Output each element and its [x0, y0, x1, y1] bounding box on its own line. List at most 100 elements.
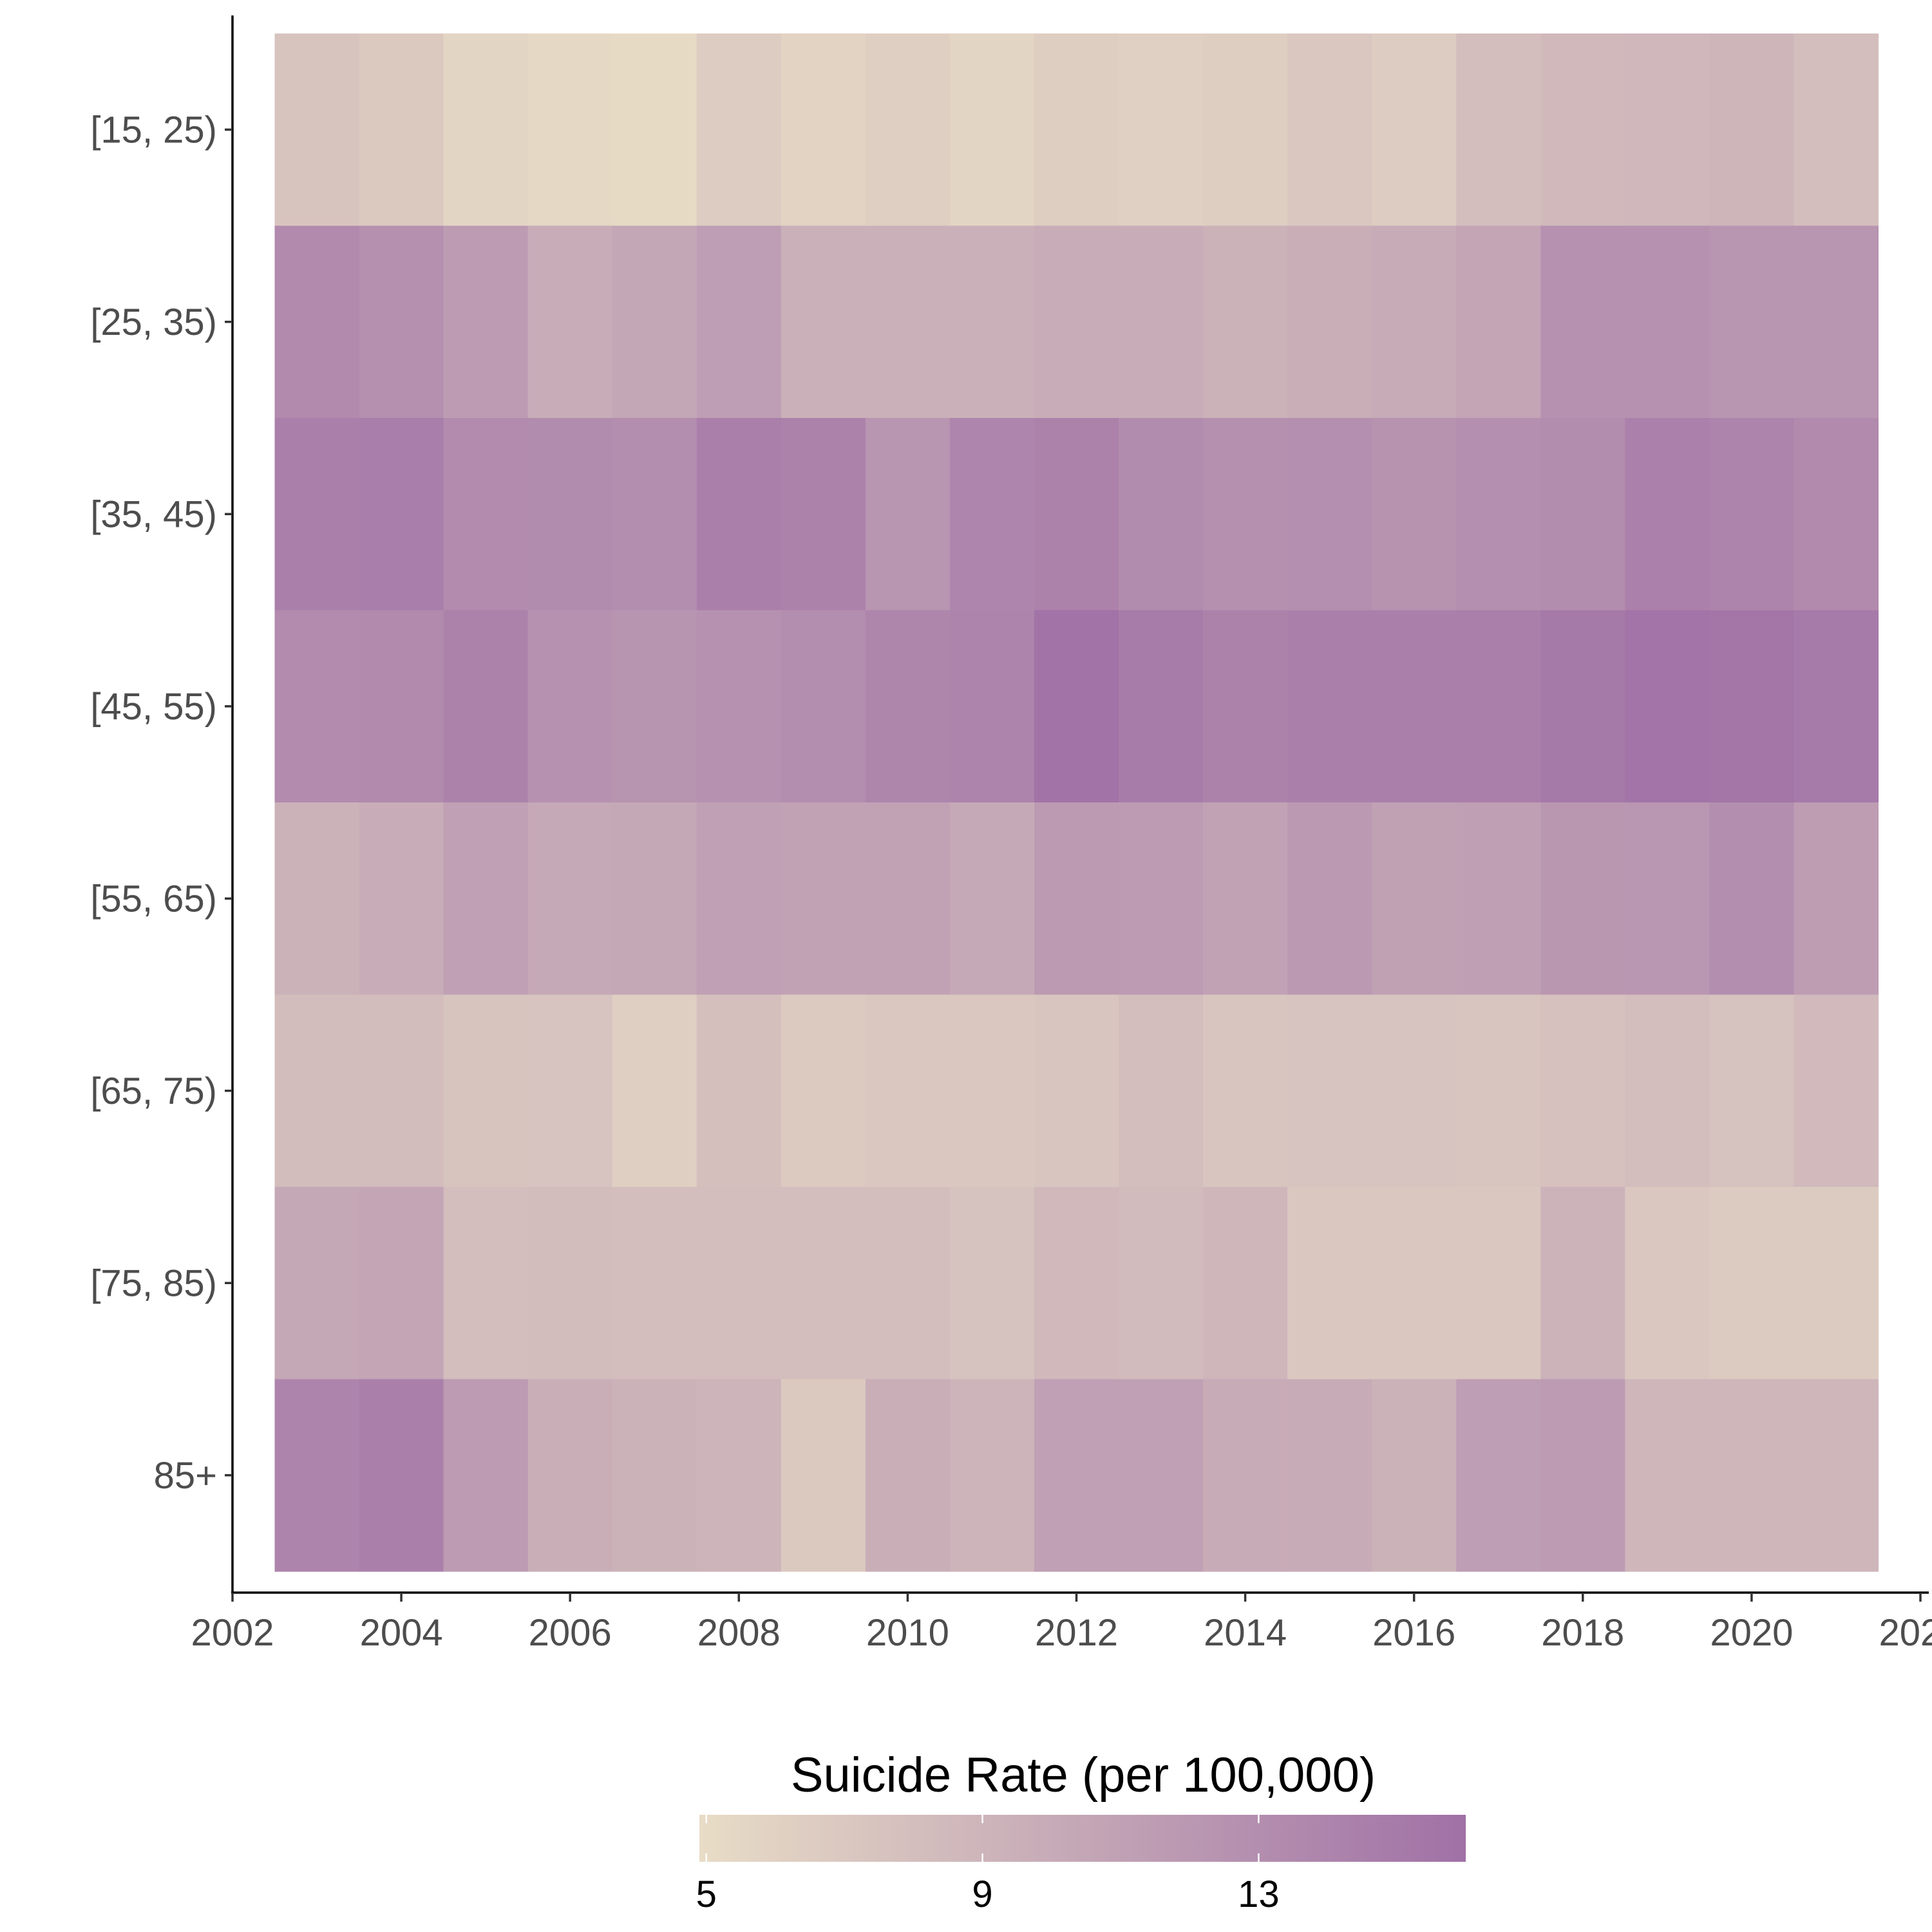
- heatmap-cell: [1287, 418, 1372, 611]
- heatmap-cell: [612, 994, 697, 1188]
- heatmap-cell: [1372, 33, 1457, 227]
- x-tick-label: 2018: [1541, 1612, 1624, 1654]
- heatmap-cell: [1540, 994, 1625, 1188]
- heatmap-cell: [696, 418, 782, 611]
- heatmap-cell: [1540, 225, 1625, 419]
- x-tick-label: 2006: [529, 1612, 612, 1654]
- x-tick-label: 2002: [191, 1612, 274, 1654]
- heatmap-cell: [274, 802, 360, 996]
- y-tick-label: [55, 65): [90, 878, 217, 920]
- heatmap-cell: [359, 33, 444, 227]
- heatmap-cell: [359, 610, 444, 803]
- heatmap-cell: [527, 418, 613, 611]
- heatmap-cell: [359, 1187, 444, 1380]
- heatmap-cell: [1794, 802, 1879, 996]
- heatmap-cell: [443, 994, 529, 1188]
- x-tick-label: 2008: [697, 1612, 781, 1654]
- heatmap-cell: [527, 1379, 613, 1572]
- heatmap-cell: [527, 1187, 613, 1380]
- heatmap-cell: [781, 225, 866, 419]
- heatmap-cell: [1709, 33, 1795, 227]
- heatmap-cell: [1456, 802, 1541, 996]
- heatmap-cell: [865, 33, 951, 227]
- heatmap-cell: [443, 802, 529, 996]
- heatmap-cell: [274, 610, 360, 803]
- heatmap-cell: [1456, 1187, 1541, 1380]
- heatmap-cell: [527, 802, 613, 996]
- x-tick-label: 2004: [360, 1612, 443, 1654]
- heatmap-cell: [1287, 225, 1372, 419]
- heatmap-cell: [1034, 1379, 1119, 1572]
- heatmap-cell: [1372, 1379, 1457, 1572]
- heatmap-cell: [1540, 1187, 1625, 1380]
- x-tick-label: 2012: [1035, 1612, 1118, 1654]
- x-tick-label: 2020: [1710, 1612, 1793, 1654]
- heatmap-cell: [1203, 418, 1288, 611]
- heatmap-cell: [1119, 225, 1204, 419]
- heatmap-cell: [1034, 225, 1119, 419]
- heatmap-cell: [1034, 994, 1119, 1188]
- heatmap-cell: [359, 802, 444, 996]
- heatmap-cell: [1119, 1187, 1204, 1380]
- heatmap-cell: [1794, 1379, 1879, 1572]
- heatmap-cell: [1709, 1379, 1795, 1572]
- heatmap-cell: [696, 1187, 782, 1380]
- heatmap-cell: [1203, 33, 1288, 227]
- heatmap-cell: [949, 1187, 1035, 1380]
- heatmap-cell: [359, 994, 444, 1188]
- heatmap-cell: [274, 1379, 360, 1572]
- heatmap-cell: [949, 802, 1035, 996]
- y-tick-label: [45, 55): [90, 686, 217, 728]
- heatmap-cell: [1034, 802, 1119, 996]
- heatmap-cell: [1625, 1379, 1710, 1572]
- heatmap-cell: [781, 1187, 866, 1380]
- heatmap-cell: [949, 418, 1035, 611]
- heatmap-cell: [1794, 994, 1879, 1188]
- heatmap-cell: [274, 225, 360, 419]
- heatmap-cell: [696, 225, 782, 419]
- x-axis: 2002 2004 2006 2008 2010 2012 2014 2016 2018 2020…: [191, 1593, 1932, 1654]
- heatmap-cell: [865, 1187, 951, 1380]
- heatmap-cell: [1709, 1187, 1795, 1380]
- y-tick-label: [15, 25): [90, 109, 217, 151]
- heatmap-cell: [1203, 1379, 1288, 1572]
- heatmap-cell: [781, 610, 866, 803]
- y-tick-label: [75, 85): [90, 1262, 217, 1304]
- heatmap-cell: [1709, 418, 1795, 611]
- heatmap-cell: [612, 610, 697, 803]
- heatmap-cell: [1625, 33, 1710, 227]
- legend-ticks: 5 9 13: [696, 1815, 1280, 1915]
- heatmap-cell: [1794, 225, 1879, 419]
- heatmap-cell: [274, 33, 360, 227]
- legend-tick-label: 9: [972, 1873, 992, 1915]
- heatmap-cell: [1625, 418, 1710, 611]
- heatmap-cell: [527, 225, 613, 419]
- heatmap-cell: [1456, 994, 1541, 1188]
- heatmap-cell: [1287, 1187, 1372, 1380]
- x-tick-label: 2016: [1372, 1612, 1455, 1654]
- heatmap-cell: [1372, 418, 1457, 611]
- heatmap-cell: [781, 1379, 866, 1572]
- heatmap-cell: [443, 33, 529, 227]
- legend-colorbar: [699, 1815, 1466, 1862]
- heatmap-cell: [1794, 33, 1879, 227]
- heatmap-cell: [949, 1379, 1035, 1572]
- heatmap-cell: [865, 1379, 951, 1572]
- heatmap-cell: [443, 1379, 529, 1572]
- heatmap-cell: [1456, 225, 1541, 419]
- heatmap-cell: [1287, 610, 1372, 803]
- heatmap-cell: [781, 418, 866, 611]
- heatmap-cell: [865, 802, 951, 996]
- heatmap-cell: [1203, 802, 1288, 996]
- heatmap-cell: [1119, 33, 1204, 227]
- heatmap-cell: [1287, 802, 1372, 996]
- heatmap-cell: [612, 225, 697, 419]
- heatmap-cell: [1203, 994, 1288, 1188]
- x-tick-label: 2014: [1204, 1612, 1287, 1654]
- heatmap-cell: [1540, 802, 1625, 996]
- y-tick-label: [65, 75): [90, 1070, 217, 1112]
- heatmap-cell: [1372, 1187, 1457, 1380]
- legend-tick-label: 5: [696, 1873, 717, 1915]
- heatmap-cell: [1119, 802, 1204, 996]
- heatmap-cell: [1372, 610, 1457, 803]
